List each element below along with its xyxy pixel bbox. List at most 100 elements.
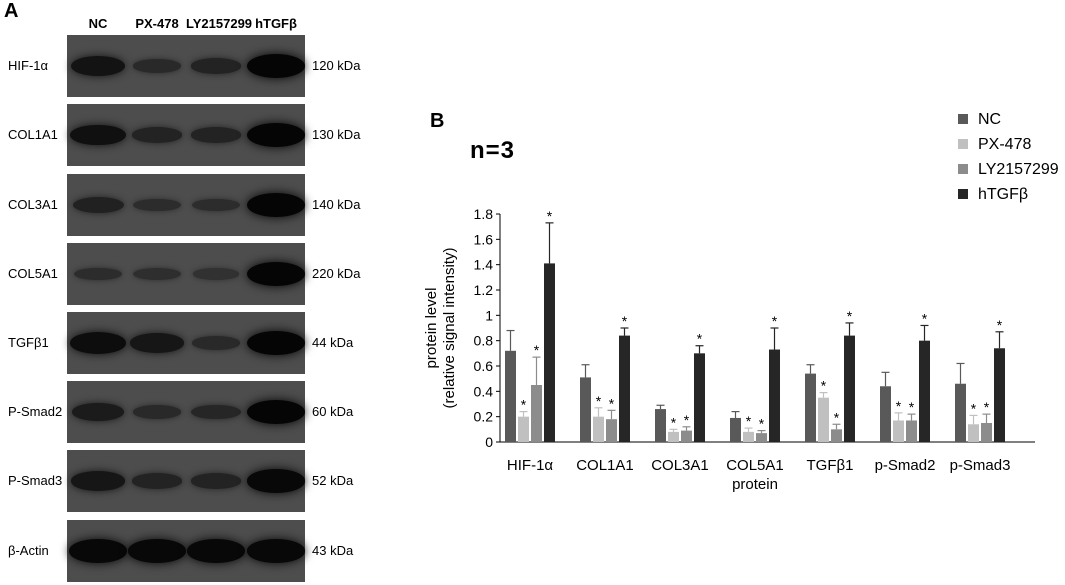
blot-band bbox=[130, 333, 184, 353]
blot-band bbox=[247, 331, 305, 355]
legend-label: LY2157299 bbox=[978, 161, 1059, 178]
y-tick-label: 1.4 bbox=[474, 257, 494, 273]
category-label: COL3A1 bbox=[651, 457, 709, 474]
protein-label: COL3A1 bbox=[8, 197, 58, 212]
bar bbox=[730, 417, 741, 442]
significance-star: * bbox=[909, 399, 915, 415]
protein-label: COL1A1 bbox=[8, 127, 58, 142]
blot-band bbox=[71, 403, 125, 421]
protein-label: P-Smad3 bbox=[8, 473, 63, 488]
bar bbox=[619, 335, 630, 442]
blot-band bbox=[70, 124, 126, 146]
bar bbox=[844, 335, 855, 442]
protein-label: β-Actin bbox=[8, 543, 49, 558]
blot-band bbox=[247, 193, 305, 217]
legend-swatch bbox=[958, 114, 968, 124]
legend-label: PX-478 bbox=[978, 136, 1031, 153]
panel-a-letter: A bbox=[4, 0, 19, 22]
blot-band bbox=[131, 127, 183, 143]
blot-band bbox=[72, 197, 124, 213]
category-label: p-Smad2 bbox=[875, 457, 936, 474]
protein-label: COL5A1 bbox=[8, 266, 58, 281]
significance-star: * bbox=[697, 331, 703, 347]
y-tick-label: 1.6 bbox=[474, 231, 494, 247]
y-tick-label: 1.2 bbox=[474, 282, 494, 298]
blot-strip bbox=[67, 35, 305, 97]
significance-star: * bbox=[834, 409, 840, 425]
legend-label: hTGFβ bbox=[978, 186, 1028, 203]
bar bbox=[694, 353, 705, 442]
molecular-weight-label: 44 kDa bbox=[312, 335, 354, 350]
blot-band bbox=[132, 198, 182, 212]
y-axis-label: protein level bbox=[423, 288, 440, 369]
blot-strip bbox=[67, 104, 305, 166]
significance-star: * bbox=[922, 310, 928, 326]
blot-band bbox=[132, 59, 182, 73]
blot-band bbox=[73, 267, 123, 281]
blot-band bbox=[132, 405, 182, 419]
blot-band bbox=[247, 469, 305, 493]
blot-band bbox=[190, 58, 242, 74]
blot-band bbox=[131, 473, 183, 489]
lane-label: PX-478 bbox=[135, 16, 179, 31]
bar bbox=[606, 419, 617, 442]
bar bbox=[505, 350, 516, 442]
category-label: HIF-1α bbox=[507, 457, 554, 474]
molecular-weight-label: 43 kDa bbox=[312, 543, 354, 558]
blot-band bbox=[247, 539, 305, 563]
bar bbox=[831, 429, 842, 442]
bar bbox=[893, 420, 904, 442]
bar bbox=[880, 386, 891, 442]
blot-band bbox=[190, 127, 242, 143]
bar bbox=[919, 340, 930, 442]
bar-chart: 0 0.2 0.4 0.6 0.8 1 1.2 1.4 1.6 1.8 protein level(… bbox=[423, 111, 1059, 493]
blot-band bbox=[133, 268, 181, 280]
bar bbox=[981, 423, 992, 442]
significance-star: * bbox=[521, 397, 527, 413]
y-tick-label: 0.6 bbox=[474, 358, 494, 374]
bar bbox=[756, 433, 767, 442]
blot-strip bbox=[67, 243, 305, 305]
significance-star: * bbox=[847, 308, 853, 324]
molecular-weight-label: 60 kDa bbox=[312, 404, 354, 419]
bar bbox=[518, 416, 529, 442]
bar bbox=[955, 383, 966, 442]
significance-star: * bbox=[772, 313, 778, 329]
blot-band bbox=[247, 123, 305, 147]
y-tick-label: 0.4 bbox=[474, 383, 494, 399]
legend-swatch bbox=[958, 164, 968, 174]
blot-strip bbox=[67, 381, 305, 443]
blot-band bbox=[191, 198, 241, 212]
protein-label: HIF-1α bbox=[8, 58, 49, 73]
blot-band bbox=[247, 400, 305, 424]
significance-star: * bbox=[896, 398, 902, 414]
blot-band bbox=[69, 539, 127, 563]
significance-star: * bbox=[997, 317, 1003, 333]
sample-size-label: n=3 bbox=[470, 137, 516, 164]
legend-label: NC bbox=[978, 111, 1001, 128]
bar bbox=[805, 373, 816, 442]
blot-band bbox=[70, 332, 126, 354]
significance-star: * bbox=[596, 393, 602, 409]
bar bbox=[769, 349, 780, 442]
lane-label: NC bbox=[88, 16, 108, 31]
significance-star: * bbox=[821, 378, 827, 394]
blot-band bbox=[247, 54, 305, 78]
lane-label: LY2157299 bbox=[186, 16, 253, 31]
blot-band bbox=[71, 471, 125, 491]
bar bbox=[743, 431, 754, 442]
significance-star: * bbox=[684, 412, 690, 428]
significance-star: * bbox=[971, 400, 977, 416]
y-axis-label-sub: (relative signal intensity) bbox=[441, 248, 458, 409]
bar bbox=[994, 348, 1005, 442]
lane-label: hTGFβ bbox=[255, 16, 297, 31]
significance-star: * bbox=[671, 414, 677, 430]
blot-strip bbox=[67, 312, 305, 374]
significance-star: * bbox=[534, 342, 540, 358]
legend-swatch bbox=[958, 139, 968, 149]
category-label: COL5A1 bbox=[726, 457, 784, 474]
protein-label: P-Smad2 bbox=[8, 404, 63, 419]
significance-star: * bbox=[746, 413, 752, 429]
blot-strip bbox=[67, 174, 305, 236]
bar bbox=[906, 420, 917, 442]
